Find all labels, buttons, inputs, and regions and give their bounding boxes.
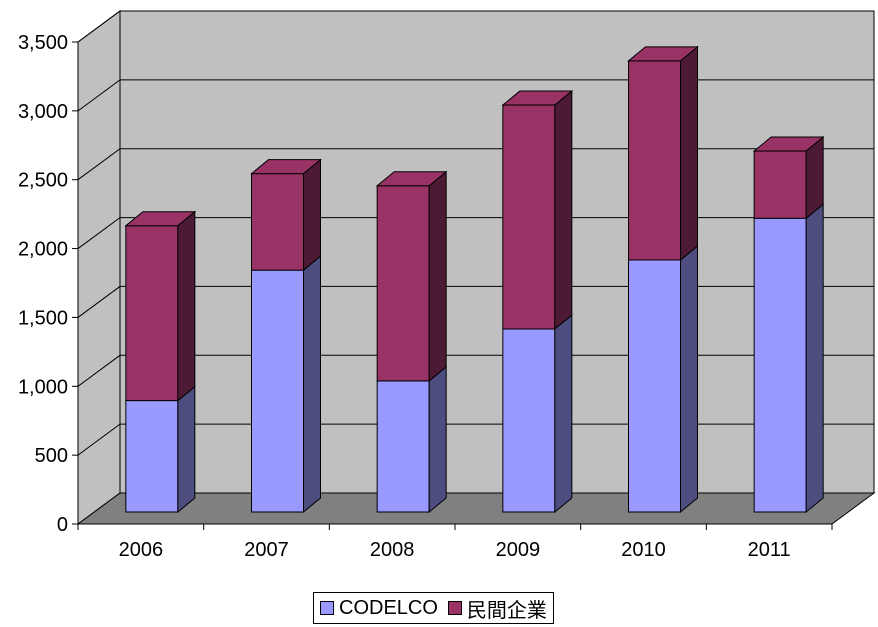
y-tick-label: 500 (35, 445, 68, 467)
gridline (77, 285, 874, 318)
x-tick-label: 2006 (119, 539, 164, 561)
bar-front (251, 173, 304, 271)
bar-segment (251, 255, 321, 514)
bar-segment (124, 210, 197, 402)
legend: CODELCO 民間企業 (313, 592, 554, 624)
bar-top (124, 211, 197, 227)
bar-side (428, 170, 447, 382)
y-tick-label: 1,000 (18, 376, 68, 398)
bar-segment (376, 365, 447, 514)
back-wall (119, 10, 875, 494)
bar-side (303, 158, 321, 272)
bar-side (680, 45, 698, 262)
bar-side (554, 89, 573, 331)
chart-walls (76, 10, 876, 525)
legend-item-series-1: 民間企業 (447, 594, 547, 623)
x-axis: 2006 2007 2008 2009 2010 2011 (77, 523, 833, 561)
bar-top (627, 46, 699, 62)
bar-side (554, 313, 573, 514)
bar-top (250, 159, 322, 175)
legend-swatch-codelco (320, 601, 334, 615)
legend-swatch-private (447, 601, 462, 615)
x-tick-label: 2007 (244, 539, 289, 561)
bar-side (680, 244, 698, 514)
bar-front (125, 225, 179, 402)
x-tick-label: 2008 (370, 539, 415, 561)
bar-segment (250, 158, 322, 272)
bar-segment (627, 45, 699, 262)
x-tick-label: 2010 (621, 539, 666, 561)
bar-front (753, 150, 807, 219)
bar-side (303, 255, 321, 514)
y-tick-label: 3,000 (18, 101, 68, 123)
side-wall (77, 10, 121, 525)
bar-segment (628, 244, 698, 514)
gridline (77, 79, 874, 112)
bar-top (375, 171, 448, 187)
y-tick-label: 3,500 (18, 32, 68, 54)
legend-item-series-0: CODELCO (320, 597, 438, 620)
bar-side (805, 203, 824, 514)
bar-side (177, 385, 196, 514)
x-tick-label: 2011 (748, 539, 791, 561)
bar-segment (501, 89, 574, 331)
bars (124, 45, 825, 514)
bar-segment (752, 135, 825, 220)
gridline (77, 423, 874, 456)
bar-front (628, 60, 681, 261)
bar-top (501, 90, 574, 106)
legend-label-private: 民間企業 (466, 599, 547, 622)
bar-segment (753, 203, 824, 514)
y-tick-label: 0 (57, 514, 68, 536)
bar-front (753, 217, 807, 513)
gridline (77, 148, 874, 181)
bar-side (428, 365, 447, 514)
bar-front (125, 400, 179, 513)
gridlines (77, 10, 874, 456)
bar-top (752, 136, 825, 152)
gridline (77, 217, 874, 249)
bar-side (177, 210, 196, 402)
gridline (77, 10, 874, 43)
y-tick-label: 2,000 (18, 239, 68, 261)
bar-front (251, 269, 304, 513)
gridline (77, 354, 874, 387)
y-tick-label: 2,500 (18, 170, 68, 192)
bar-front (502, 104, 556, 330)
bar-segment (502, 313, 573, 514)
bar-segment (375, 170, 448, 382)
bar-front (376, 380, 430, 513)
bar-front (502, 328, 556, 513)
x-tick-label: 2009 (496, 539, 541, 561)
bar-front (376, 185, 430, 382)
y-tick-label: 1,500 (18, 307, 68, 329)
legend-label-codelco: CODELCO (339, 596, 438, 619)
bar-front (628, 259, 681, 513)
bar-segment (125, 385, 196, 514)
y-axis: 0 500 1,000 1,500 2,000 2,500 3,000 3,500 (18, 32, 79, 536)
